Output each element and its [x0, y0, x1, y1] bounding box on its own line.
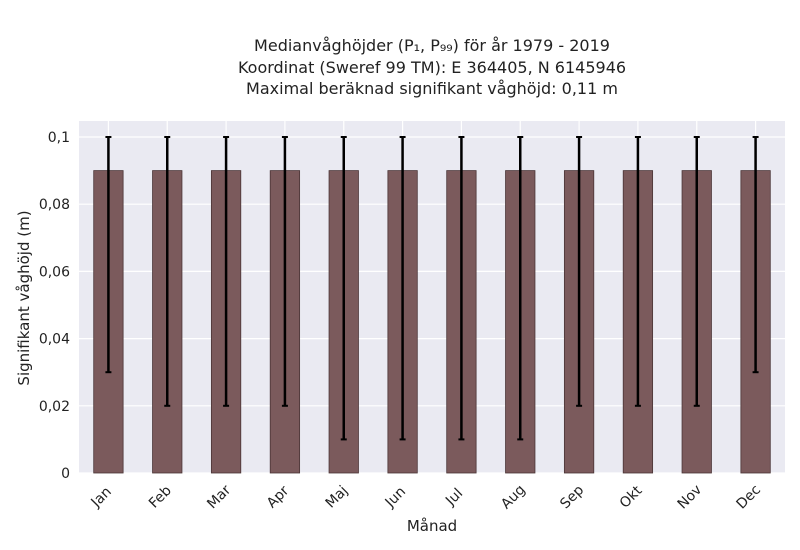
x-tick-label: Apr [264, 483, 293, 512]
y-axis-label: Signifikant våghöjd (m) [15, 210, 33, 385]
y-tick-label: 0 [61, 466, 70, 482]
x-tick-label: Feb [146, 483, 175, 512]
x-tick-label: Jul [442, 486, 466, 510]
y-tick-label: 0,04 [39, 332, 70, 348]
x-tick-label: Sep [557, 482, 587, 512]
x-tick-label: Jan [88, 484, 115, 511]
y-tick-label: 0,1 [48, 130, 70, 146]
x-tick-label: Maj [323, 483, 352, 512]
plot-area [79, 121, 785, 473]
chart-title-line-3: Maximal beräknad signifikant våghöjd: 0,… [246, 79, 618, 98]
x-tick-label: Okt [617, 482, 646, 511]
error-bars-group [105, 136, 759, 441]
x-axis-ticks: Jan Feb Mar Apr Maj Jun Jul Aug Sep Okt Nov Dec [88, 482, 764, 513]
y-tick-label: 0,06 [39, 264, 70, 280]
y-tick-label: 0,08 [39, 197, 70, 213]
x-axis-label: Månad [407, 517, 457, 535]
x-tick-label: Aug [498, 482, 529, 513]
x-tick-label: Nov [675, 482, 706, 513]
y-axis-ticks: 0 0,02 0,04 0,06 0,08 0,1 [39, 130, 70, 482]
y-tick-label: 0,02 [39, 399, 70, 415]
x-tick-label: Jun [382, 484, 409, 511]
x-tick-label: Dec [734, 482, 764, 512]
chart-title-line-2: Koordinat (Sweref 99 TM): E 364405, N 61… [238, 58, 626, 77]
x-tick-label: Mar [204, 482, 234, 512]
chart-title-line-1: Medianvåghöjder (P₁, P₉₉) för år 1979 - … [254, 36, 610, 55]
